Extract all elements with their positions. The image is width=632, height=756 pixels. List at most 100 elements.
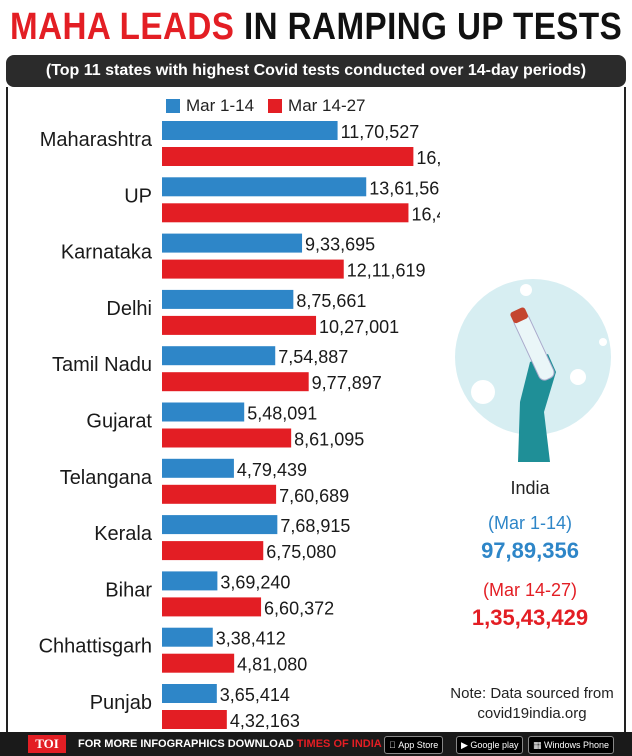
- footer-app-name: TIMES OF INDIA APP: [296, 738, 407, 750]
- india-summary: India (Mar 1-14) 97,89,356 (Mar 14-27) 1…: [440, 478, 620, 631]
- app-store-badge[interactable]:  App Store: [384, 736, 444, 754]
- category-label-telangana: Telangana: [60, 467, 153, 489]
- virus-dot-icon-2: [573, 429, 583, 439]
- windows-phone-badge[interactable]: ▦ Windows Phone: [528, 736, 615, 754]
- value-label-maharashtra-mar-1-14: 11,70,527: [341, 122, 420, 142]
- toi-logo[interactable]: TOI: [28, 735, 66, 753]
- bar-tamil-nadu-mar-1-14: [162, 346, 276, 366]
- footer-text: FOR MORE INFOGRAPHICS DOWNLOAD TIMES OF …: [78, 732, 407, 756]
- bar-gujarat-mar-14-27: [162, 428, 292, 448]
- category-label-up: UP: [124, 185, 152, 207]
- value-label-delhi-mar-1-14: 8,75,661: [296, 291, 366, 311]
- value-label-karnataka-mar-14-27: 12,11,619: [347, 261, 426, 281]
- india-period-1: (Mar 1-14): [487, 513, 572, 533]
- chart-title: MAHA LEADS IN RAMPING UP TESTS: [10, 4, 622, 50]
- frame-right-rule: [624, 87, 626, 732]
- value-label-telangana-mar-14-27: 7,60,689: [279, 486, 349, 506]
- value-label-kerala-mar-14-27: 6,75,080: [266, 542, 336, 562]
- value-label-gujarat-mar-14-27: 8,61,095: [294, 430, 364, 450]
- bar-up-mar-14-27: [162, 203, 409, 223]
- bar-maharashtra-mar-1-14: [162, 121, 338, 140]
- value-label-delhi-mar-14-27: 10,27,001: [319, 317, 399, 337]
- legend-swatch-red: [268, 99, 283, 113]
- bar-gujarat-mar-1-14: [162, 402, 245, 422]
- bar-punjab-mar-1-14: [162, 684, 217, 703]
- legend-item-mar-1-14: Mar 1-14: [166, 96, 254, 116]
- note-line-1: Note: Data sourced from: [450, 685, 614, 702]
- value-label-bihar-mar-1-14: 3,69,240: [220, 572, 290, 592]
- category-label-punjab: Punjab: [90, 692, 152, 714]
- bar-punjab-mar-14-27: [162, 710, 227, 729]
- legend-label-mar-1-14: Mar 1-14: [186, 96, 255, 115]
- category-label-tamil-nadu: Tamil Nadu: [52, 354, 152, 376]
- category-label-kerala: Kerala: [94, 523, 153, 545]
- value-label-tamil-nadu-mar-14-27: 9,77,897: [312, 373, 382, 393]
- value-label-up-mar-1-14: 13,61,561: [369, 178, 440, 198]
- bar-delhi-mar-14-27: [162, 315, 317, 335]
- subtitle: (Top 11 states with highest Covid tests …: [45, 62, 587, 79]
- india-value-2: 1,35,43,429: [471, 605, 589, 630]
- source-note: Note: Data sourced from covid19india.org: [440, 684, 624, 724]
- india-period-2: (Mar 14-27): [482, 580, 578, 600]
- value-label-tamil-nadu-mar-1-14: 7,54,887: [278, 347, 348, 367]
- bar-kerala-mar-1-14: [162, 515, 278, 535]
- value-label-chhattisgarh-mar-1-14: 3,38,412: [216, 629, 286, 649]
- value-label-up-mar-14-27: 16,43,053: [411, 204, 440, 224]
- title-highlight: MAHA LEADS: [10, 6, 235, 48]
- note-line-2: covid19india.org: [477, 705, 587, 722]
- bar-up-mar-1-14: [162, 177, 367, 197]
- play-icon: ▶: [461, 740, 471, 750]
- category-label-karnataka: Karnataka: [61, 242, 153, 264]
- bar-chart: Maharashtra 11,70,527 16,75,865 UP 13,61,561…: [39, 121, 440, 731]
- title-rest: IN RAMPING UP TESTS: [243, 6, 623, 48]
- value-label-kerala-mar-1-14: 7,68,915: [280, 516, 350, 536]
- virus-icon: [471, 380, 495, 404]
- bar-telangana-mar-14-27: [162, 484, 277, 504]
- subtitle-bar: (Top 11 states with highest Covid tests …: [6, 55, 626, 87]
- bar-delhi-mar-1-14: [162, 289, 294, 309]
- legend-swatch-blue: [166, 99, 180, 113]
- apple-icon: : [389, 740, 398, 750]
- windows-phone-label: Windows Phone: [544, 740, 610, 750]
- google-play-label: Google play: [470, 740, 519, 750]
- bar-maharashtra-mar-14-27: [162, 147, 414, 166]
- gloved-hand-icon: [518, 354, 556, 462]
- windows-icon: ▦: [533, 740, 545, 750]
- app-store-label: App Store: [389, 740, 438, 750]
- value-label-maharashtra-mar-14-27: 16,75,865: [416, 148, 440, 168]
- bar-kerala-mar-14-27: [162, 541, 264, 561]
- footer-bar: TOI FOR MORE INFOGRAPHICS DOWNLOAD TIMES…: [0, 732, 632, 756]
- category-label-gujarat: Gujarat: [86, 411, 152, 433]
- value-label-gujarat-mar-1-14: 5,48,091: [247, 404, 317, 424]
- test-tube-illustration: [455, 279, 611, 462]
- category-label-chhattisgarh: Chhattisgarh: [39, 636, 152, 658]
- bar-tamil-nadu-mar-14-27: [162, 372, 309, 392]
- bar-karnataka-mar-14-27: [162, 259, 344, 279]
- value-label-chhattisgarh-mar-14-27: 4,81,080: [237, 655, 307, 675]
- bar-bihar-mar-14-27: [162, 597, 262, 617]
- bar-karnataka-mar-1-14: [162, 233, 303, 253]
- virus-icon-small: [570, 369, 586, 385]
- india-value-1: 97,89,356: [481, 538, 579, 563]
- value-label-punjab-mar-1-14: 3,65,414: [220, 685, 290, 705]
- legend: Mar 1-14 Mar 14-27: [166, 96, 380, 116]
- value-label-telangana-mar-1-14: 4,79,439: [237, 460, 307, 480]
- google-play-badge[interactable]: ▶ Google play: [456, 736, 524, 754]
- value-label-bihar-mar-14-27: 6,60,372: [264, 598, 334, 618]
- frame-left-rule: [6, 87, 8, 732]
- footer-promo: FOR MORE INFOGRAPHICS DOWNLOAD: [78, 738, 294, 750]
- bar-chhattisgarh-mar-14-27: [162, 653, 235, 673]
- india-label: India: [510, 478, 550, 498]
- value-label-punjab-mar-14-27: 4,32,163: [230, 711, 300, 731]
- bar-telangana-mar-1-14: [162, 458, 234, 478]
- test-tube-cap-icon: [510, 307, 529, 324]
- virus-dot-icon: [520, 284, 532, 296]
- virus-dot-icon-3: [599, 338, 607, 346]
- bar-chhattisgarh-mar-1-14: [162, 627, 213, 647]
- category-label-delhi: Delhi: [106, 298, 152, 320]
- category-label-maharashtra: Maharashtra: [40, 129, 153, 151]
- bar-bihar-mar-1-14: [162, 571, 218, 591]
- legend-item-mar-14-27: Mar 14-27: [268, 96, 366, 116]
- legend-label-mar-14-27: Mar 14-27: [288, 96, 366, 115]
- category-label-bihar: Bihar: [105, 579, 152, 601]
